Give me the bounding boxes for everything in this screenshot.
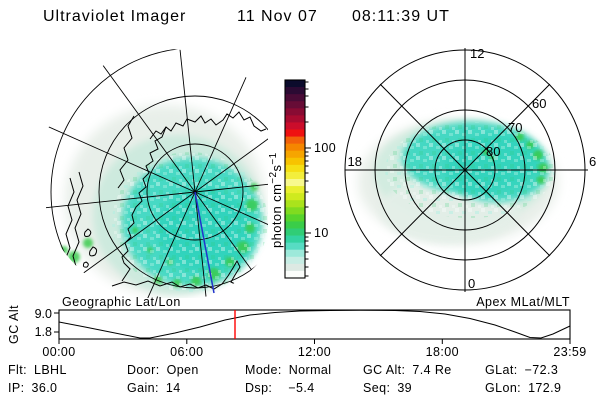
header: Ultraviolet Imager 11 Nov 07 08:11:39 UT bbox=[0, 8, 600, 30]
page-title: Ultraviolet Imager bbox=[43, 8, 187, 25]
mlt-label-18: 18 bbox=[348, 154, 362, 169]
header-date: 11 Nov 07 bbox=[237, 8, 318, 25]
status-ip: IP: 36.0 bbox=[8, 381, 58, 395]
colorbar-gradient bbox=[285, 80, 305, 279]
coastline-islands bbox=[82, 228, 98, 268]
orbit-ytick-bottom: 1.8 bbox=[35, 325, 52, 339]
apex-plot-title: Apex MLat/MLT bbox=[476, 295, 570, 309]
colorbar-frame bbox=[284, 79, 306, 279]
mlt-label-12: 12 bbox=[470, 46, 484, 61]
status-door: Door: Open bbox=[127, 363, 199, 377]
mlat-label-80: 80 bbox=[486, 144, 500, 159]
orbit-xtick-0000: 00:00 bbox=[42, 345, 75, 359]
geographic-plot bbox=[46, 49, 268, 298]
orbit-altitude-chart: Geographic Lat/Lon Apex MLat/MLT 9.0 1.8… bbox=[7, 295, 586, 359]
colorbar-tick-10: 10 bbox=[314, 226, 329, 240]
status-gain: Gain: 14 bbox=[127, 381, 181, 395]
plots-canvas: 100 10 photon cm−2s−1 bbox=[7, 46, 596, 359]
colorbar-tick-100: 100 bbox=[314, 141, 336, 155]
status-glon: GLon: 172.9 bbox=[485, 381, 562, 395]
colorbar: 100 10 photon cm−2s−1 bbox=[268, 79, 336, 279]
aurora-emission-geographic bbox=[60, 105, 268, 295]
mlat-label-60: 60 bbox=[532, 96, 546, 111]
latitude-grid bbox=[46, 49, 268, 298]
header-time: 08:11:39 UT bbox=[352, 8, 450, 25]
colorbar-ticks bbox=[305, 81, 311, 277]
status-dsp: Dsp: −5.4 bbox=[245, 381, 315, 395]
orbit-ylabel: GC Alt bbox=[7, 305, 21, 344]
status-mode: Mode: Normal bbox=[245, 363, 332, 377]
orbit-altitude-curve bbox=[58, 309, 571, 339]
status-gcalt: GC Alt: 7.4 Re bbox=[363, 363, 452, 377]
orbit-ytick-top: 9.0 bbox=[35, 307, 52, 321]
orbit-xtick-1200: 12:00 bbox=[298, 345, 331, 359]
status-glat: GLat: −72.3 bbox=[485, 363, 559, 377]
mlt-spokes bbox=[345, 48, 588, 292]
coastline-upper-left-fragment bbox=[117, 115, 135, 189]
orbit-chart-ticks bbox=[54, 312, 571, 344]
status-seq: Seq: 39 bbox=[363, 381, 413, 395]
orbit-xtick-2359: 23:59 bbox=[553, 345, 586, 359]
apex-plot: 12 18 6 0 80 70 60 bbox=[344, 46, 596, 292]
spacecraft-meridian-line bbox=[194, 191, 215, 294]
colorbar-unit-label: photon cm−2s−1 bbox=[268, 152, 284, 248]
aurora-emission-apex bbox=[358, 120, 558, 244]
mlt-label-0: 0 bbox=[468, 276, 475, 291]
orbit-xtick-1800: 18:00 bbox=[426, 345, 459, 359]
status-flt: Flt: LBHL bbox=[8, 363, 67, 377]
mlt-label-6: 6 bbox=[589, 154, 596, 169]
mlat-label-70: 70 bbox=[508, 120, 522, 135]
orbit-xtick-0600: 06:00 bbox=[170, 345, 203, 359]
coastline-antarctic-north bbox=[149, 111, 267, 140]
meridian-grid bbox=[46, 49, 268, 298]
coastline-victoria-land bbox=[121, 126, 167, 282]
geographic-plot-title: Geographic Lat/Lon bbox=[62, 295, 181, 309]
